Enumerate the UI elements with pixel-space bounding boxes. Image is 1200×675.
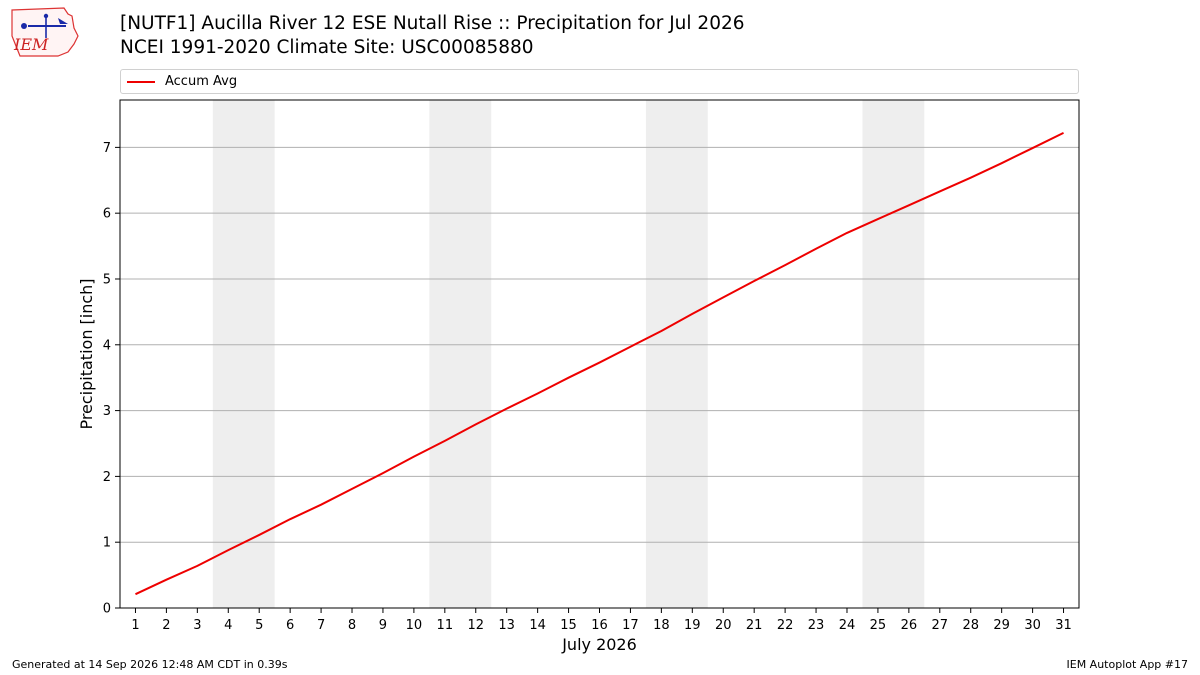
x-axis-label: July 2026 [561,635,637,654]
legend-swatch [127,81,155,83]
iem-logo: IEM [11,7,79,57]
y-tick-label-4: 4 [103,338,111,353]
logo-text: IEM [13,35,49,54]
footer-app: IEM Autoplot App #17 [1066,658,1189,671]
y-axis-label: Precipitation [inch] [77,278,96,429]
x-tick-label-1: 1 [131,618,139,633]
x-tick-label-29: 29 [993,618,1010,633]
x-tick-label-8: 8 [348,618,356,633]
weekend-shade-3 [645,100,708,608]
x-tick-label-4: 4 [224,618,232,633]
x-tick-label-20: 20 [715,618,732,633]
weekend-shade-2 [429,100,492,608]
legend-label: Accum Avg [165,74,238,89]
x-tick-label-14: 14 [529,618,546,633]
x-tick-label-26: 26 [901,618,918,633]
y-tick-label-3: 3 [103,404,111,419]
x-tick-label-27: 27 [932,618,949,633]
x-tick-label-13: 13 [498,618,515,633]
x-tick-label-19: 19 [684,618,701,633]
x-tick-label-24: 24 [839,618,856,633]
y-tick-label-1: 1 [103,536,111,551]
x-tick-label-5: 5 [255,618,263,633]
x-tick-label-28: 28 [962,618,979,633]
x-tick-label-22: 22 [777,618,794,633]
x-tick-label-15: 15 [560,618,577,633]
x-tick-label-2: 2 [162,618,170,633]
x-tick-label-31: 31 [1055,618,1072,633]
y-tick-label-2: 2 [103,470,111,485]
x-tick-label-3: 3 [193,618,201,633]
x-tick-label-17: 17 [622,618,639,633]
chart-title: [NUTF1] Aucilla River 12 ESE Nutall Rise… [120,13,745,34]
x-tick-label-6: 6 [286,618,294,633]
y-tick-label-5: 5 [103,272,111,287]
footer-generated: Generated at 14 Sep 2026 12:48 AM CDT in… [12,658,288,671]
legend: Accum Avg [120,69,1079,94]
series-line-accum-avg [135,132,1064,596]
y-tick-label-0: 0 [103,602,111,617]
x-tick-label-21: 21 [746,618,763,633]
x-tick-label-25: 25 [870,618,887,633]
plot-frame [119,99,1080,609]
x-tick-label-7: 7 [317,618,325,633]
x-tick-label-10: 10 [406,618,423,633]
y-tick-label-7: 7 [103,141,111,156]
weekend-shade-1 [212,100,275,608]
x-tick-label-9: 9 [379,618,387,633]
x-tick-label-23: 23 [808,618,825,633]
x-tick-label-16: 16 [591,618,608,633]
chart-subtitle: NCEI 1991-2020 Climate Site: USC00085880 [120,37,534,58]
y-tick-label-6: 6 [103,207,111,222]
x-tick-label-18: 18 [653,618,670,633]
x-tick-label-30: 30 [1024,618,1041,633]
x-tick-label-11: 11 [437,618,454,633]
x-tick-label-12: 12 [467,618,484,633]
weekend-shade-4 [862,100,925,608]
